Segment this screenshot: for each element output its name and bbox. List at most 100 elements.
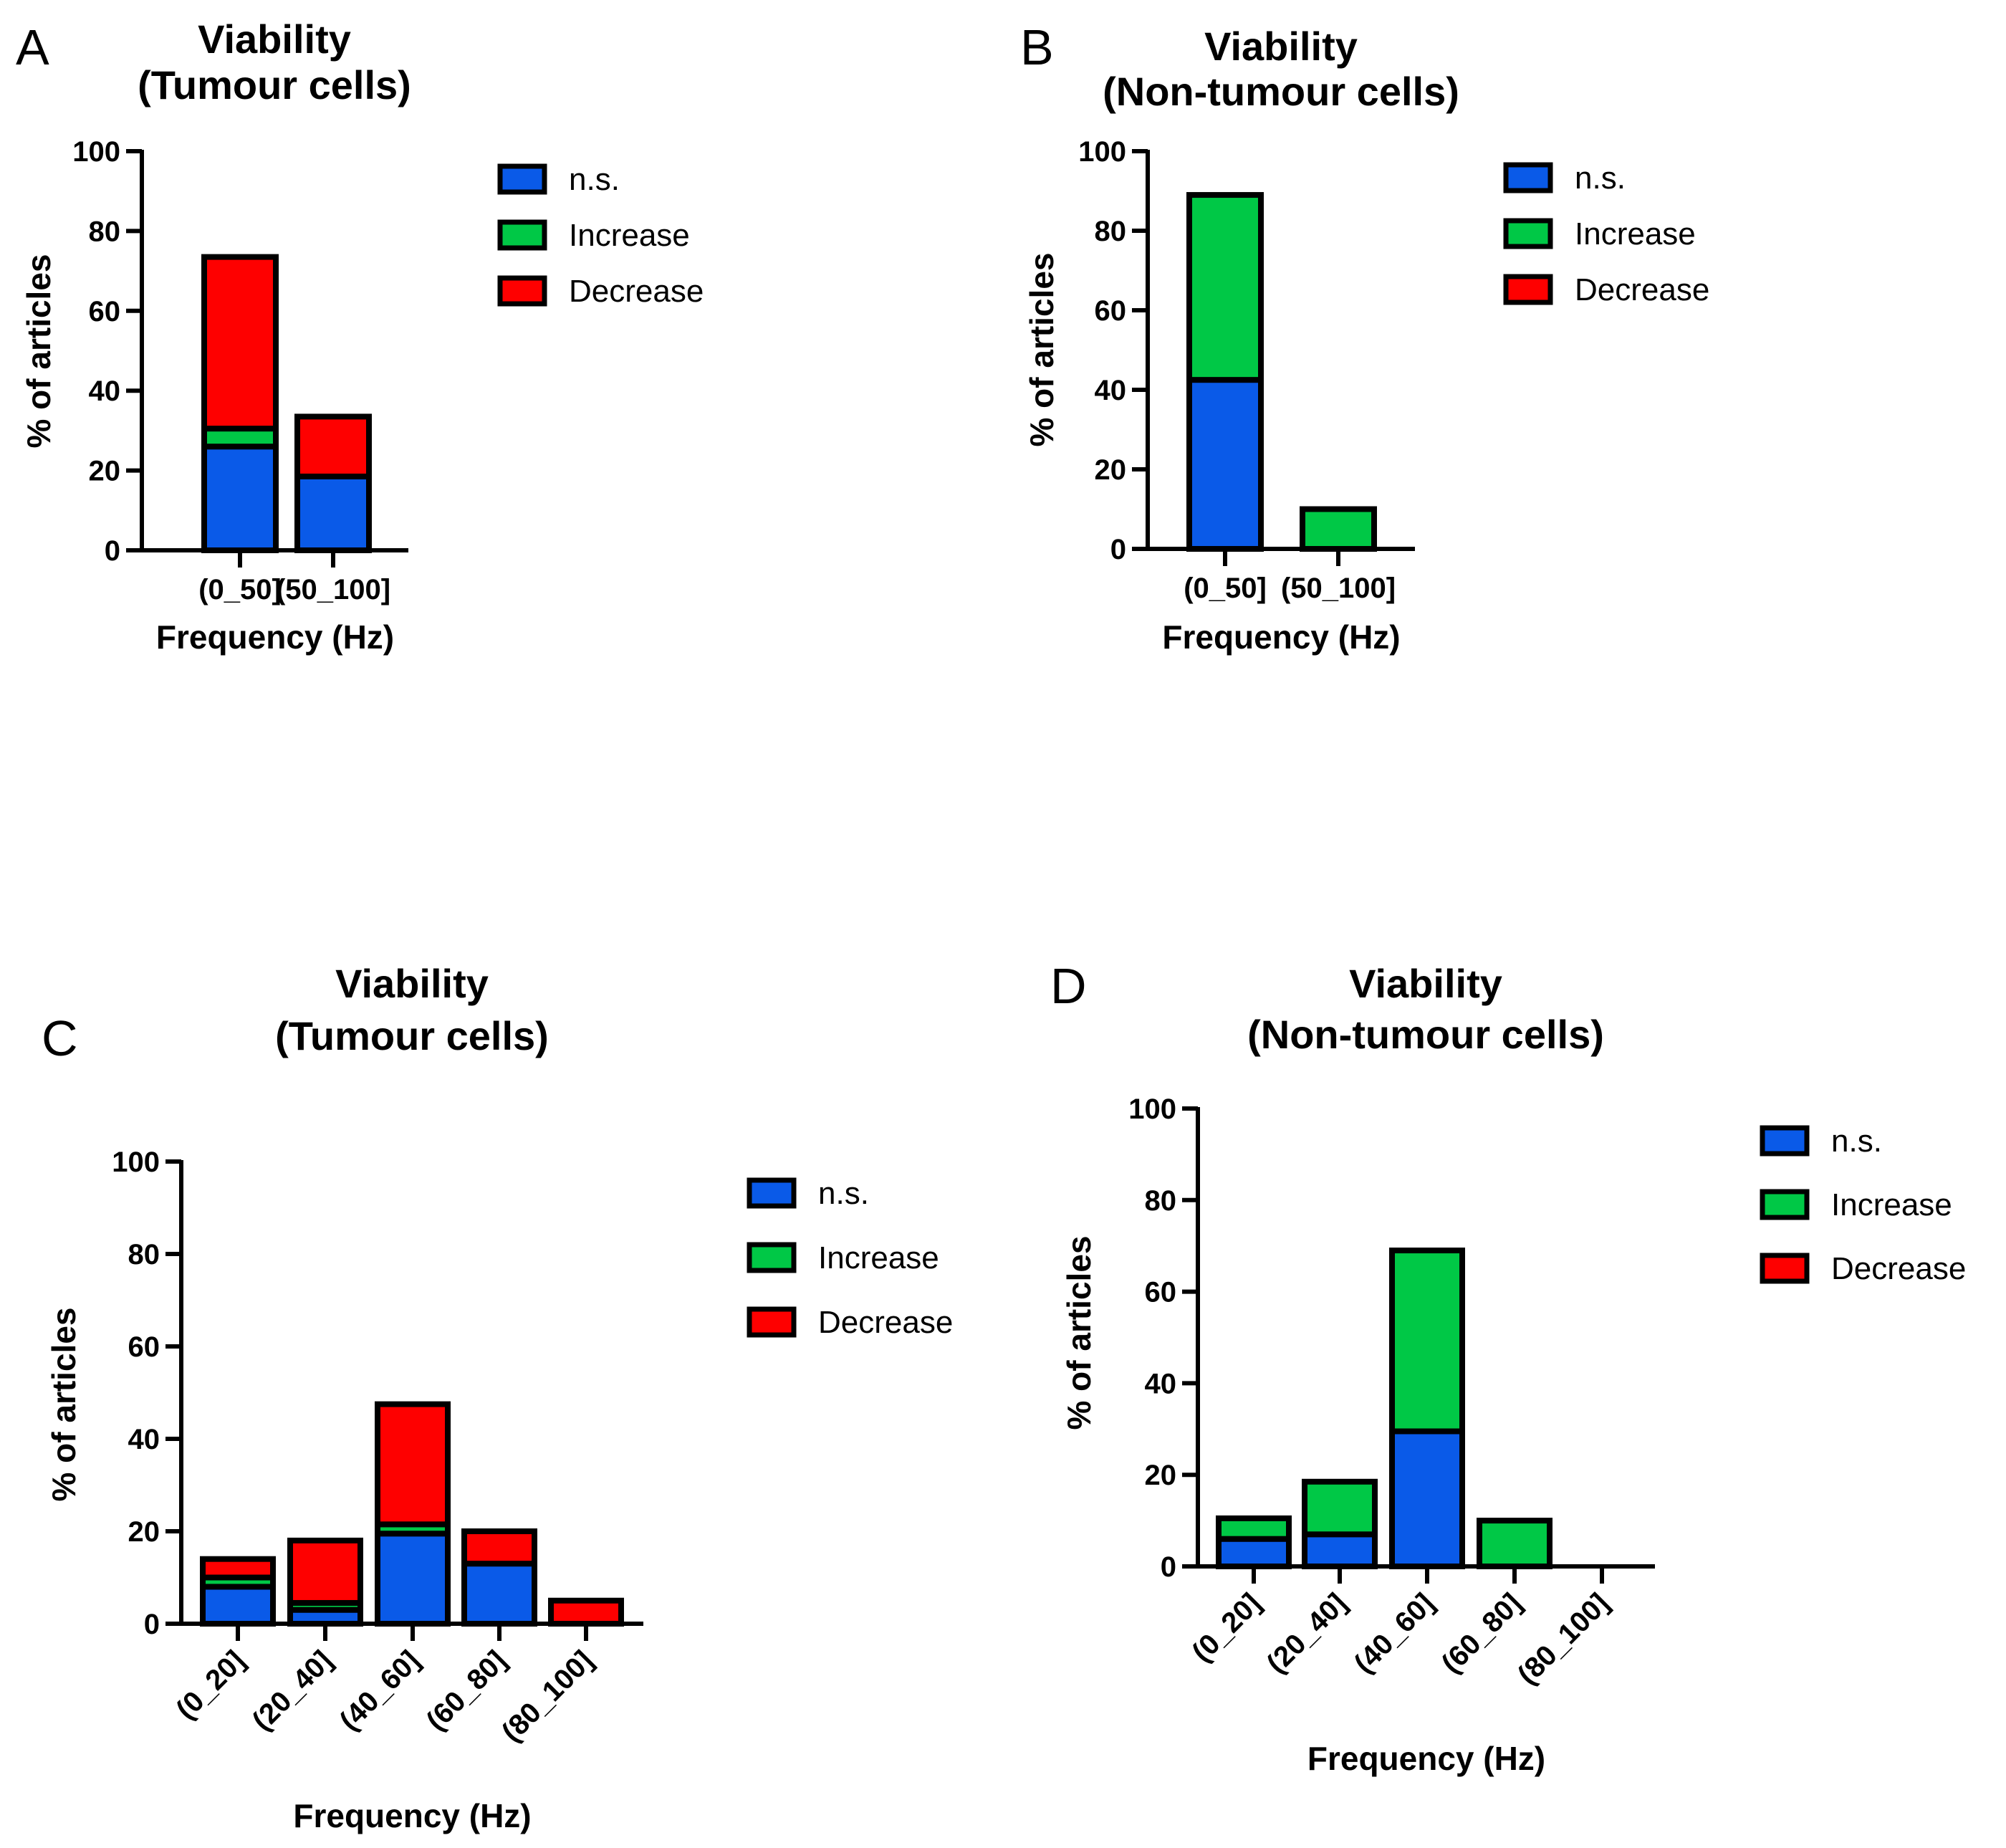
bar-segment-ns-2 [1389,1428,1465,1569]
y-axis-label: % of articles [20,254,57,449]
y-tick-label-100: 100 [1128,1093,1176,1125]
bar-segment-increase-0 [1186,192,1264,383]
legend-swatch-0 [1760,1125,1810,1157]
x-axis-label: Frequency (Hz) [1162,618,1400,656]
panel-letter: B [1020,19,1054,75]
legend-swatch-2 [1503,274,1553,305]
bar-segment-ns-3 [461,1561,537,1627]
y-tick-label-40: 40 [1145,1368,1177,1399]
bar-segment-increase-2 [1389,1248,1465,1435]
y-tick-label-60: 60 [1095,295,1127,327]
y-tick-label-0: 0 [1161,1551,1176,1583]
y-tick-label-100: 100 [72,136,120,168]
x-axis-label: Frequency (Hz) [1307,1740,1545,1777]
x-tick-label-2: (40_60] [1348,1587,1441,1680]
x-tick-label-0: (0_50] [198,574,282,605]
legend-swatch-2 [747,1306,797,1338]
legend: n.s. Increase Decrease [747,1176,953,1340]
y-tick-label-0: 0 [144,1609,160,1640]
y-tick-label-100: 100 [1078,136,1126,168]
bar-segment-ns-0 [200,1584,276,1627]
legend-label-1: Increase [818,1240,939,1275]
legend-swatch-2 [1760,1253,1810,1284]
x-tick-label-2: (40_60] [334,1644,426,1737]
x-tick-label-4: (80_100] [1512,1587,1615,1690]
y-tick-label-20: 20 [1145,1460,1177,1491]
legend-swatch-0 [1503,162,1553,193]
bar-segment-ns-0 [1186,377,1264,552]
x-tick-label-0: (0_20] [1186,1587,1267,1668]
chart-title-line-1: Viability [1349,961,1502,1006]
legend-label-1: Increase [1831,1187,1952,1222]
chart-panel-a: A Viability(Tumour cells) 0 20 40 60 80 100 (0_5… [16,16,704,656]
legend-label-2: Decrease [1575,272,1709,307]
y-tick-label-60: 60 [128,1331,160,1363]
x-tick-label-0: (0_50] [1184,573,1267,604]
legend: n.s. Increase Decrease [1503,161,1709,307]
chart-panel-b: B Viability(Non-tumour cells) 0 20 40 60 80 100… [1020,19,1709,656]
chart-title-line-2: (Tumour cells) [138,62,411,107]
bar-segment-decrease-1 [287,1537,363,1606]
y-axis-label: % of articles [1060,1236,1098,1430]
y-tick-label-60: 60 [1145,1277,1177,1308]
bar-segment-increase-3 [1477,1518,1553,1570]
chart-title-line-1: Viability [1204,24,1358,69]
legend-label-2: Decrease [1831,1251,1966,1286]
y-tick-label-0: 0 [105,535,120,567]
bar-segment-decrease-2 [375,1401,451,1528]
chart-panel-d: D Viability (Non-tumour cells) 0 20 40 60 80 100… [1050,958,1966,1777]
y-tick-label-80: 80 [1145,1185,1177,1217]
bar-segment-decrease-0 [200,1556,276,1581]
bar-segment-ns-0 [1216,1536,1292,1569]
x-tick-label-4: (80_100] [496,1644,599,1748]
x-tick-label-1: (50_100] [276,574,390,605]
chart-title-line-1: Viability [198,16,351,62]
legend-swatch-1 [1503,218,1553,249]
bar-segment-decrease-1 [294,413,372,479]
chart-title-line-2: (Tumour cells) [275,1013,549,1058]
y-axis-label: % of articles [45,1308,82,1502]
chart-title-line-2: (Non-tumour cells) [1247,1012,1604,1057]
legend-label-2: Decrease [569,274,704,309]
legend-swatch-0 [497,163,547,195]
bar-segment-ns-1 [294,473,372,554]
bar-segment-ns-1 [1302,1531,1378,1570]
y-tick-label-20: 20 [128,1516,160,1548]
legend-swatch-2 [497,275,547,307]
y-tick-label-20: 20 [1095,454,1127,486]
legend-swatch-1 [497,219,547,251]
legend: n.s. Increase Decrease [497,162,704,309]
bar-segment-ns-0 [201,444,279,553]
bar-segment-decrease-4 [548,1597,624,1627]
legend-swatch-0 [747,1177,797,1209]
legend-label-2: Decrease [818,1305,953,1340]
y-tick-label-40: 40 [89,375,121,407]
legend-label-0: n.s. [569,162,620,197]
y-axis-label: % of articles [1023,253,1060,447]
bar-segment-decrease-0 [201,254,279,432]
y-tick-label-80: 80 [1095,216,1127,247]
x-tick-label-0: (0_20] [170,1644,251,1725]
y-tick-label-40: 40 [128,1424,160,1455]
legend-label-1: Increase [1575,216,1696,252]
y-tick-label-20: 20 [89,456,121,487]
legend-label-0: n.s. [1575,161,1626,196]
y-tick-label-60: 60 [89,296,121,327]
legend-swatch-1 [747,1242,797,1273]
panel-letter: A [16,19,49,75]
legend-label-0: n.s. [818,1176,869,1211]
x-axis-label: Frequency (Hz) [156,618,394,656]
bar-segment-increase-1 [1300,506,1377,552]
y-tick-label-0: 0 [1110,534,1126,565]
x-tick-label-1: (20_40] [246,1644,339,1737]
chart-title-line-1: Viability [335,961,489,1006]
bar-segment-decrease-3 [461,1528,537,1567]
legend-label-1: Increase [569,218,690,253]
y-tick-label-80: 80 [128,1239,160,1270]
y-tick-label-80: 80 [89,216,121,247]
legend-swatch-1 [1760,1189,1810,1220]
x-axis-label: Frequency (Hz) [293,1797,531,1834]
legend: n.s. Increase Decrease [1760,1124,1966,1286]
chart-panel-c: C Viability (Tumour cells) 0 20 40 60 80 100 (0_2… [42,961,953,1834]
